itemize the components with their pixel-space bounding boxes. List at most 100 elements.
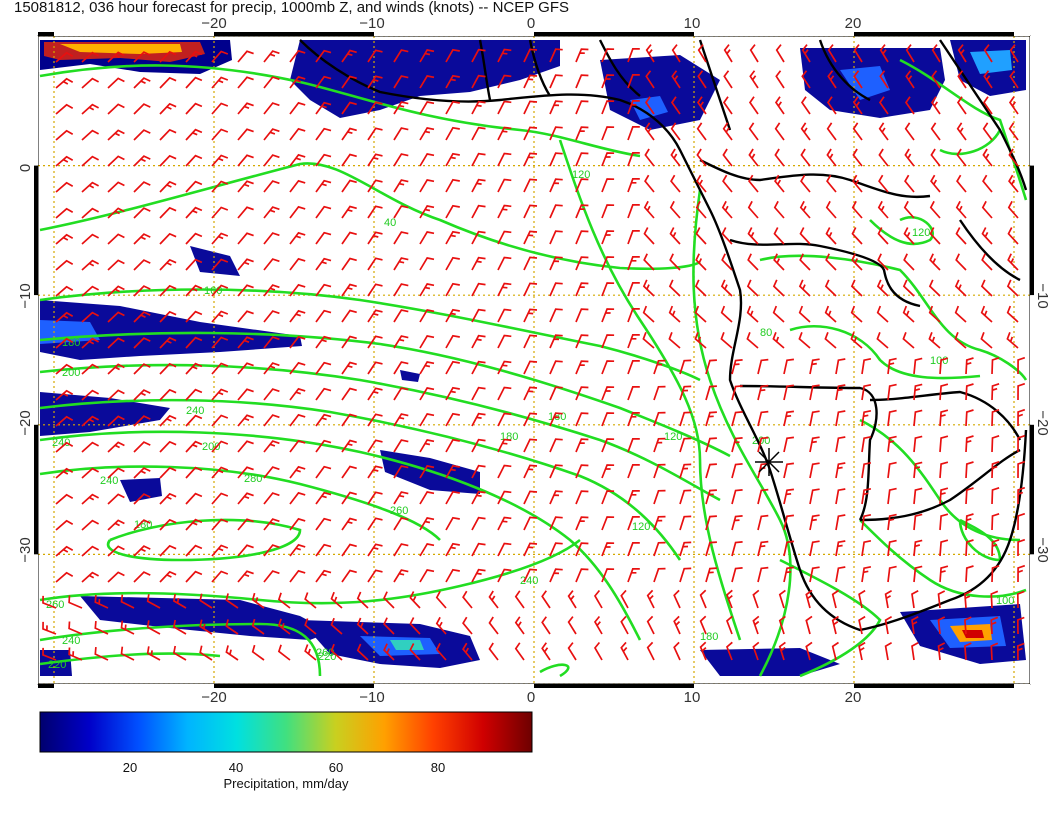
wind-barb bbox=[315, 127, 332, 141]
wind-barb bbox=[237, 284, 254, 297]
wind-barb bbox=[778, 615, 786, 635]
wind-barb bbox=[315, 517, 332, 531]
wind-barb bbox=[731, 567, 743, 583]
wind-barb bbox=[653, 567, 666, 583]
wind-barb bbox=[393, 101, 409, 115]
wind-barb bbox=[462, 590, 473, 609]
wind-barb bbox=[471, 360, 486, 375]
contour-label: 240 bbox=[100, 475, 118, 487]
wind-barb bbox=[878, 96, 889, 115]
wind-barb bbox=[289, 439, 306, 453]
wind-barb bbox=[367, 309, 383, 323]
frame-edge-block bbox=[1030, 295, 1034, 425]
frame-edge-block bbox=[38, 684, 54, 688]
wind-barb bbox=[289, 205, 306, 219]
wind-barb bbox=[957, 70, 967, 89]
wind-barb bbox=[419, 205, 435, 219]
wind-barb bbox=[831, 641, 839, 661]
wind-barb bbox=[1017, 538, 1026, 557]
wind-barb bbox=[697, 44, 707, 63]
wind-barb bbox=[237, 518, 254, 531]
contour-label: 220 bbox=[318, 651, 336, 663]
wind-barb bbox=[367, 75, 383, 89]
wind-barb bbox=[237, 310, 254, 323]
wind-barb bbox=[964, 642, 972, 661]
wind-barb bbox=[627, 568, 640, 583]
wind-barb bbox=[81, 285, 99, 297]
wind-barb bbox=[514, 642, 525, 661]
wind-barb bbox=[289, 153, 306, 167]
frame-edge-block bbox=[34, 165, 38, 296]
wind-barb bbox=[497, 230, 512, 245]
wind-barb bbox=[670, 96, 681, 115]
wind-barb bbox=[523, 74, 538, 89]
country-border bbox=[869, 390, 1022, 441]
wind-barb bbox=[523, 542, 538, 557]
precip-blob bbox=[120, 478, 162, 502]
wind-barb bbox=[133, 181, 151, 193]
wind-barb bbox=[982, 122, 993, 141]
wind-barb bbox=[445, 152, 460, 167]
country-border bbox=[818, 39, 871, 102]
wind-barb bbox=[133, 337, 151, 349]
contour-label: 120 bbox=[912, 227, 930, 239]
wind-barb bbox=[1006, 305, 1019, 323]
wind-barb bbox=[757, 384, 769, 401]
wind-barb bbox=[861, 487, 872, 505]
wind-barb bbox=[670, 148, 681, 167]
wind-barb bbox=[55, 233, 74, 245]
wind-barb bbox=[133, 519, 151, 531]
wind-barb bbox=[211, 76, 229, 89]
wind-barb bbox=[825, 227, 837, 245]
wind-barb bbox=[1017, 434, 1026, 453]
wind-barb bbox=[852, 148, 863, 167]
wind-barb bbox=[835, 410, 846, 427]
wind-barb bbox=[263, 50, 280, 63]
wind-barb bbox=[931, 70, 941, 89]
wind-barb bbox=[809, 488, 820, 505]
wind-barb bbox=[523, 152, 538, 167]
wind-barb bbox=[419, 335, 435, 349]
wind-barb bbox=[850, 305, 863, 323]
wind-barb bbox=[939, 539, 949, 557]
wind-barb bbox=[746, 331, 759, 349]
wind-barb bbox=[419, 127, 435, 141]
wind-barb bbox=[887, 357, 897, 375]
wind-barb bbox=[497, 438, 512, 453]
precip-blob bbox=[390, 640, 424, 650]
wind-barb bbox=[107, 493, 125, 505]
wind-barb bbox=[289, 569, 306, 583]
wind-barb bbox=[835, 540, 846, 557]
wind-barb bbox=[783, 410, 795, 427]
wind-barb bbox=[748, 122, 759, 141]
wind-barb bbox=[341, 257, 357, 271]
wind-barb bbox=[731, 411, 743, 427]
wind-barb bbox=[523, 412, 538, 427]
wind-barb bbox=[107, 77, 125, 89]
wind-barb bbox=[383, 591, 395, 609]
wind-barb bbox=[55, 493, 74, 505]
wind-barb bbox=[237, 388, 254, 401]
country-border bbox=[859, 448, 1021, 522]
wind-barb bbox=[383, 643, 395, 661]
wind-barb bbox=[237, 206, 254, 219]
wind-barb bbox=[471, 308, 486, 323]
wind-barb bbox=[159, 466, 177, 479]
map-title: 15081812, 036 hour forecast for precip, … bbox=[14, 0, 569, 16]
wind-barb bbox=[211, 388, 229, 401]
wind-barb bbox=[55, 155, 74, 167]
wind-barb bbox=[185, 154, 203, 167]
frame-edge-block bbox=[34, 295, 38, 425]
wind-barb bbox=[81, 207, 99, 219]
wind-barb bbox=[878, 174, 889, 193]
wind-barb bbox=[393, 153, 409, 167]
wind-barb bbox=[549, 230, 563, 245]
wind-barb bbox=[757, 540, 769, 557]
wind-barb bbox=[445, 542, 460, 557]
contour-line bbox=[39, 288, 701, 382]
wind-barb bbox=[471, 152, 486, 167]
wind-barb bbox=[393, 413, 409, 427]
wind-barb bbox=[211, 258, 229, 271]
wind-barb bbox=[913, 513, 923, 531]
wind-barb bbox=[341, 309, 357, 323]
